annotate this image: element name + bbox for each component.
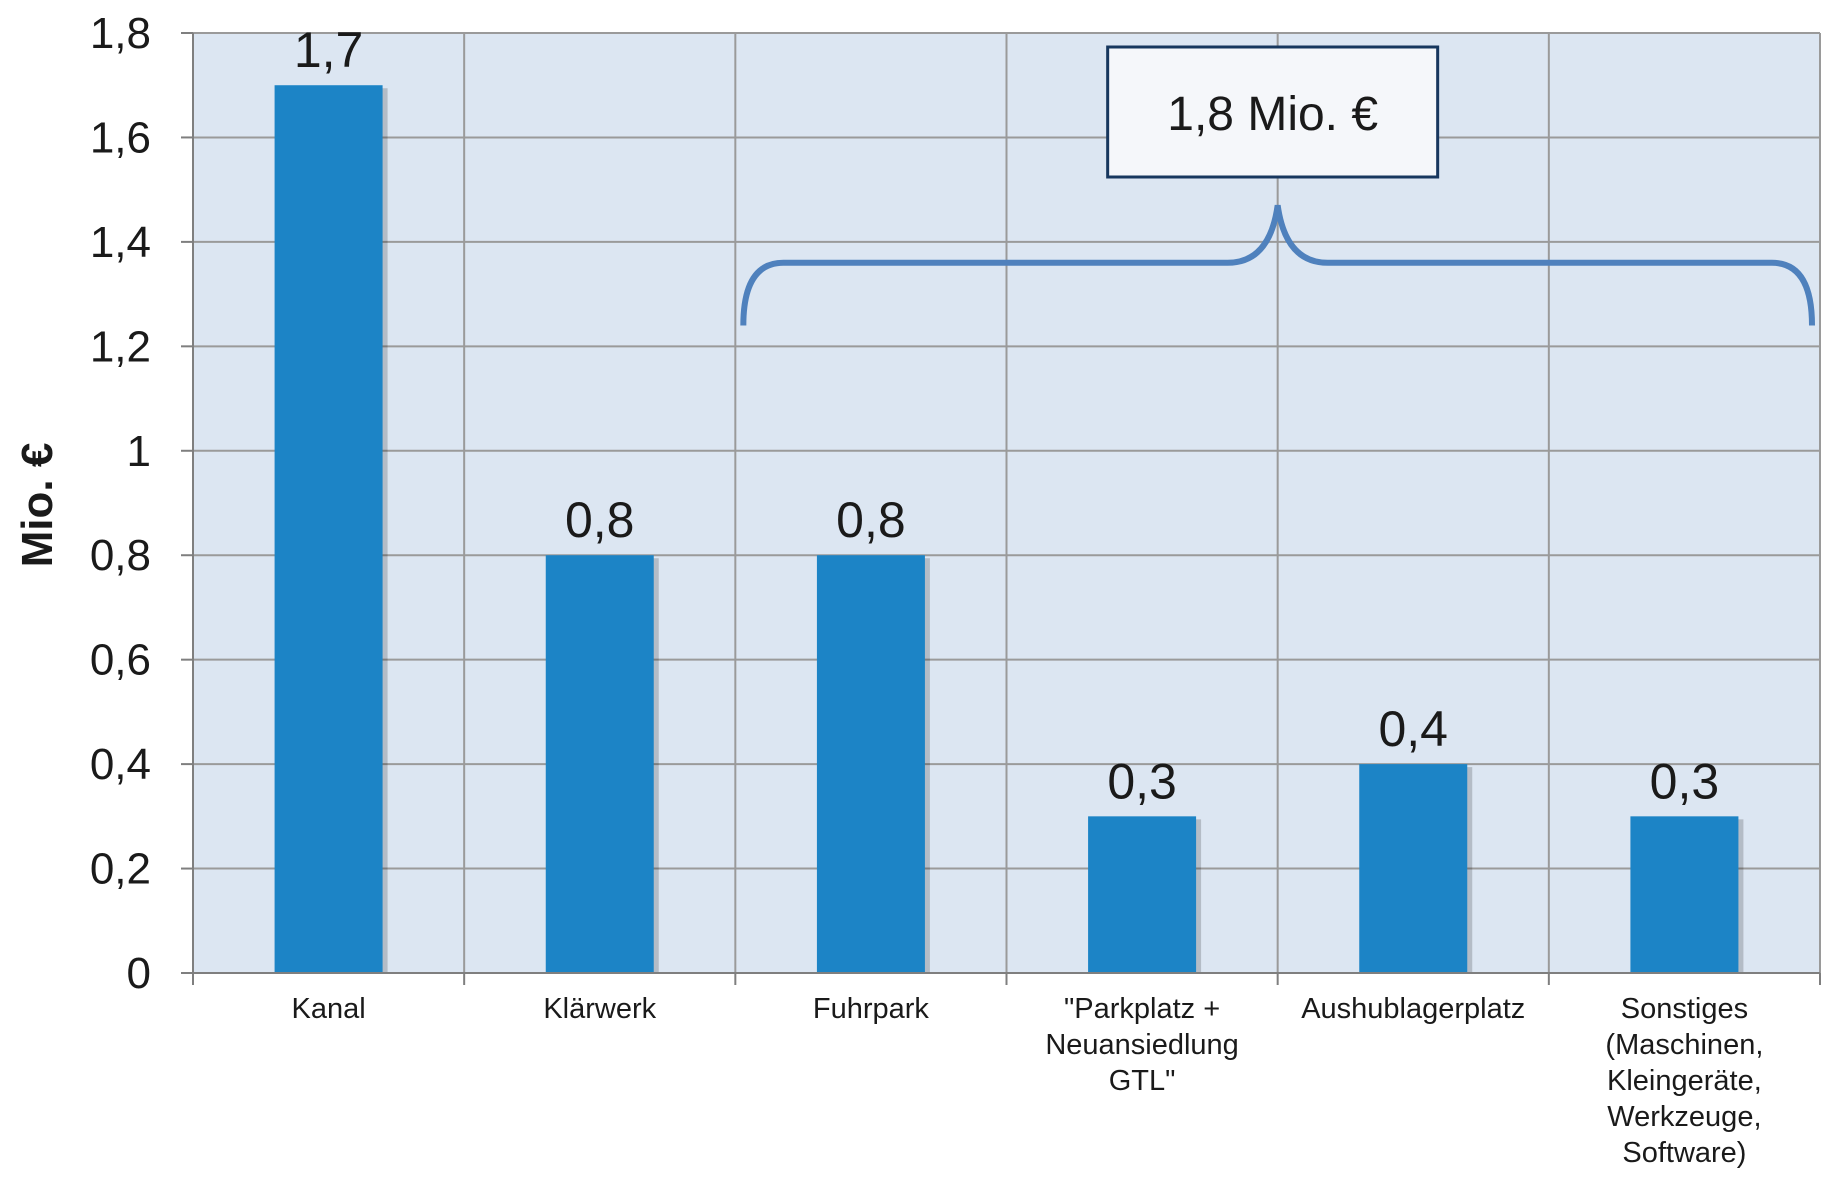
x-tick-label: Fuhrpark — [813, 993, 930, 1025]
callout-box — [1106, 45, 1440, 179]
y-tick-label: 1,4 — [90, 218, 151, 267]
x-tick-label: Klärwerk — [543, 993, 656, 1025]
x-tick-label-line: GTL" — [1109, 1065, 1176, 1097]
x-tick-label-line: Klärwerk — [543, 993, 656, 1025]
x-tick-label-line: Kleingeräte, — [1607, 1065, 1762, 1097]
data-label: 0,4 — [1378, 701, 1448, 757]
x-tick-label-line: Aushublagerplatz — [1301, 993, 1525, 1025]
data-label: 0,8 — [836, 492, 906, 548]
x-tick-label: "Parkplatz + Neuansiedlung GTL" — [1045, 993, 1238, 1097]
y-tick-label: 1,2 — [90, 322, 151, 371]
y-tick-label: 0,6 — [90, 636, 151, 685]
data-label: 1,7 — [294, 22, 364, 78]
x-tick-label-line: Kanal — [291, 993, 365, 1025]
bar — [274, 85, 383, 973]
callout-text: 1,8 Mio. € — [1167, 88, 1378, 141]
y-tick-label: 0 — [127, 949, 151, 998]
x-tick-label-line: (Maschinen, — [1605, 1029, 1763, 1061]
y-tick-label: 0,8 — [90, 531, 151, 580]
y-tick-label: 1,6 — [90, 113, 151, 162]
y-tick-label: 1 — [127, 427, 151, 476]
x-tick-label-line: Neuansiedlung — [1045, 1029, 1238, 1061]
data-label: 0,3 — [1650, 753, 1720, 809]
x-tick-label-line: Sonstiges — [1621, 993, 1748, 1025]
bar — [816, 555, 925, 973]
bar — [1359, 764, 1468, 973]
bar — [1088, 816, 1197, 973]
labels: 0 0,2 0,4 0,6 0,8 1 1,2 1,4 1,6 1,8 1,7 0,8 0,8 0,3 0,… — [90, 9, 1764, 1169]
y-tick-label: 0,4 — [90, 740, 151, 789]
bar — [1630, 816, 1739, 973]
y-tick-label: 1,8 — [90, 9, 151, 58]
y-axis-title: Mio. € — [13, 443, 62, 568]
x-tick-label-line: Werkzeuge, — [1607, 1101, 1761, 1133]
y-tick-label: 0,2 — [90, 845, 151, 894]
axes — [181, 32, 1821, 985]
x-tick-label: Aushublagerplatz — [1301, 993, 1525, 1025]
bars — [274, 85, 1744, 973]
bar — [545, 555, 654, 973]
x-tick-label: Sonstiges (Maschinen, Kleingeräte, Werkzeug… — [1605, 993, 1763, 1169]
x-tick-label-line: Software) — [1622, 1137, 1746, 1169]
brace-shape — [740, 204, 1815, 326]
x-tick-label-line: "Parkplatz + — [1064, 993, 1220, 1025]
x-tick-label: Kanal — [291, 993, 365, 1025]
annotation: 1,8 Mio. € — [740, 45, 1815, 326]
data-label: 0,8 — [565, 492, 635, 548]
x-tick-label-line: Fuhrpark — [813, 993, 930, 1025]
data-label: 0,3 — [1107, 753, 1177, 809]
